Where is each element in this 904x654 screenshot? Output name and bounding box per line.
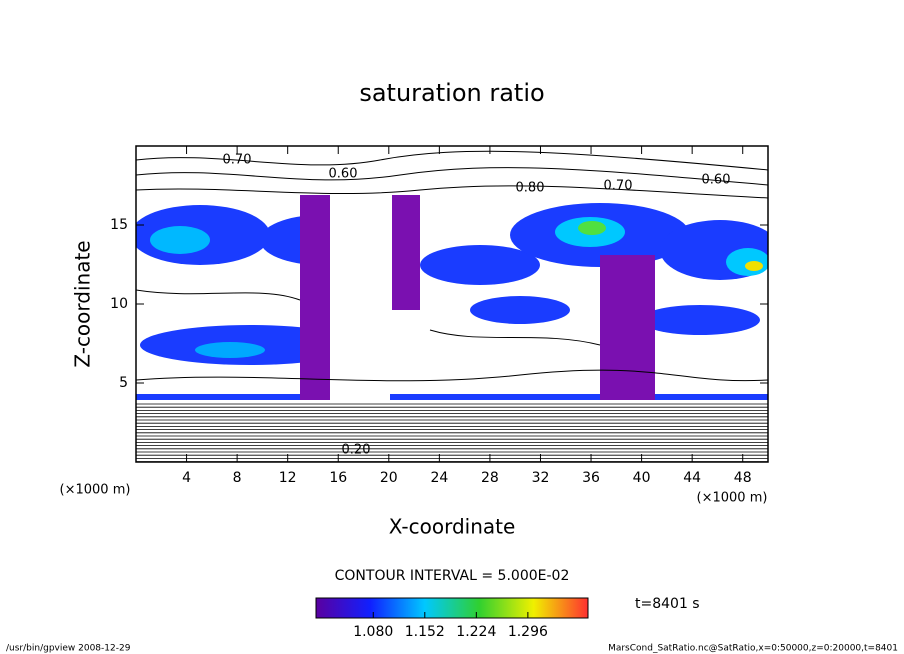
y-unit: (×1000 m) [60, 483, 131, 498]
x-tick-label: 20 [380, 470, 398, 486]
x-tick-label: 36 [582, 470, 600, 486]
contour-label: 0.60 [702, 173, 731, 188]
x-tick-label: 8 [233, 470, 242, 486]
colorbar-tick-label: 1.296 [508, 624, 548, 640]
shading [136, 195, 768, 400]
y-axis-label: Z-coordinate [71, 240, 95, 367]
y-tick-label: 10 [110, 296, 128, 312]
x-axis-label: X-coordinate [389, 515, 516, 539]
colorbar-tick-label: 1.152 [405, 624, 445, 640]
x-tick-label: 24 [430, 470, 448, 486]
x-tick-label: 40 [633, 470, 651, 486]
footer-left: /usr/bin/gpview 2008-12-29 [6, 644, 131, 654]
chart-title: saturation ratio [359, 79, 544, 107]
x-tick-label: 44 [683, 470, 701, 486]
contour-label: 0.80 [516, 181, 545, 196]
contour-label: 0.20 [342, 443, 371, 458]
contour-label: 0.70 [223, 153, 252, 168]
colorbar-tick-label: 1.080 [353, 624, 393, 640]
contours [136, 150, 768, 462]
x-tick-label: 28 [481, 470, 499, 486]
x-unit: (×1000 m) [697, 491, 768, 506]
x-tick-label: 48 [734, 470, 752, 486]
contour-label: 0.60 [329, 167, 358, 182]
x-tick-label: 12 [279, 470, 297, 486]
footer-right: MarsCond_SatRatio.nc@SatRatio,x=0:50000,… [608, 644, 898, 654]
y-tick-label: 15 [110, 217, 128, 233]
colorbar [315, 597, 589, 619]
x-tick-label: 4 [182, 470, 191, 486]
x-tick-label: 16 [329, 470, 347, 486]
colorbar-tick-label: 1.224 [456, 624, 496, 640]
plot-frame [135, 145, 769, 463]
contour-label: 0.70 [604, 179, 633, 194]
y-tick-label: 5 [119, 375, 128, 391]
contour-interval: CONTOUR INTERVAL = 5.000E-02 [335, 568, 570, 584]
time-label: t=8401 s [635, 596, 700, 612]
x-tick-label: 32 [532, 470, 550, 486]
